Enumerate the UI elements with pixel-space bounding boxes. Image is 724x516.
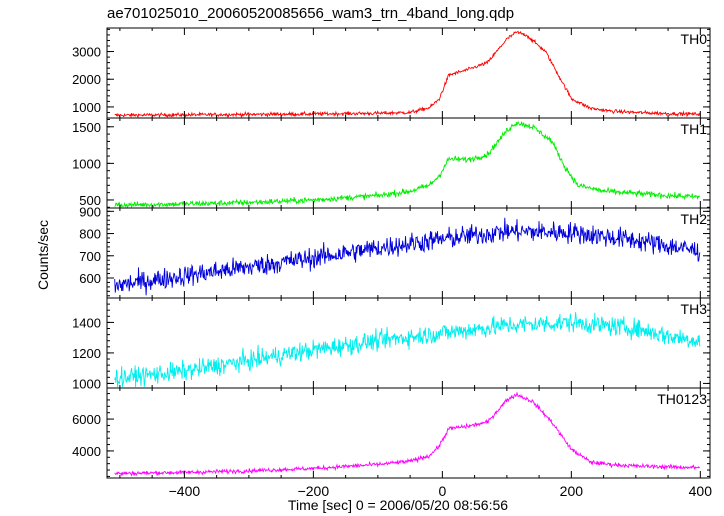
y-tick-label: 700: [79, 249, 101, 264]
y-tick-label: 1000: [72, 156, 101, 171]
y-tick-label: 1200: [72, 346, 101, 361]
y-tick-label: 1500: [72, 120, 101, 135]
chart-title: ae701025010_20060520085656_wam3_trn_4ban…: [107, 5, 514, 22]
y-tick-label: 1400: [72, 315, 101, 330]
series-label-th2: TH2: [681, 211, 708, 227]
panel-th1: 500 1000 1500 TH1: [72, 117, 711, 209]
series-line-th2: [114, 217, 701, 296]
series-label-th0123: TH0123: [657, 391, 707, 407]
y-axis-label: Counts/sec: [35, 220, 51, 290]
x-tick-label: −400: [169, 483, 201, 499]
y-tick-label: 800: [79, 227, 101, 242]
series-label-th0: TH0: [681, 31, 708, 47]
x-tick-label: 0: [438, 483, 446, 499]
panel-frame: [106, 207, 711, 299]
x-tick-label: −200: [298, 483, 330, 499]
panel-frame: [106, 27, 711, 119]
y-tick-label: 1000: [72, 100, 101, 115]
y-tick-label: 900: [79, 204, 101, 219]
y-tick-label: 2000: [72, 72, 101, 87]
series-label-th1: TH1: [681, 121, 708, 137]
series-line-th0123: [114, 391, 701, 477]
series-line-th3: [114, 312, 701, 388]
series-line-th0: [114, 30, 701, 119]
y-tick-label: 4000: [72, 444, 101, 459]
y-tick-label: 6000: [72, 412, 101, 427]
x-axis-label: Time [sec] 0 = 2006/05/20 08:56:56: [288, 497, 508, 513]
panel-frame: [106, 387, 711, 479]
y-tick-label: 3000: [72, 45, 101, 60]
y-tick-label: 500: [79, 193, 101, 208]
panel-th3: 1000 1200 1400 TH3: [72, 297, 711, 391]
y-tick-label: 1000: [72, 376, 101, 391]
y-tick-label: 600: [79, 271, 101, 286]
x-tick-label: 400: [689, 483, 713, 499]
panel-th0: 1000 2000 3000 TH0: [72, 27, 711, 119]
panel-th0123: 4000 6000 TH0123: [72, 387, 711, 479]
series-label-th3: TH3: [681, 301, 708, 317]
x-tick-label: 200: [560, 483, 584, 499]
series-line-th1: [114, 120, 701, 209]
panel-th2: 600 700 800 900 TH2: [79, 204, 711, 299]
